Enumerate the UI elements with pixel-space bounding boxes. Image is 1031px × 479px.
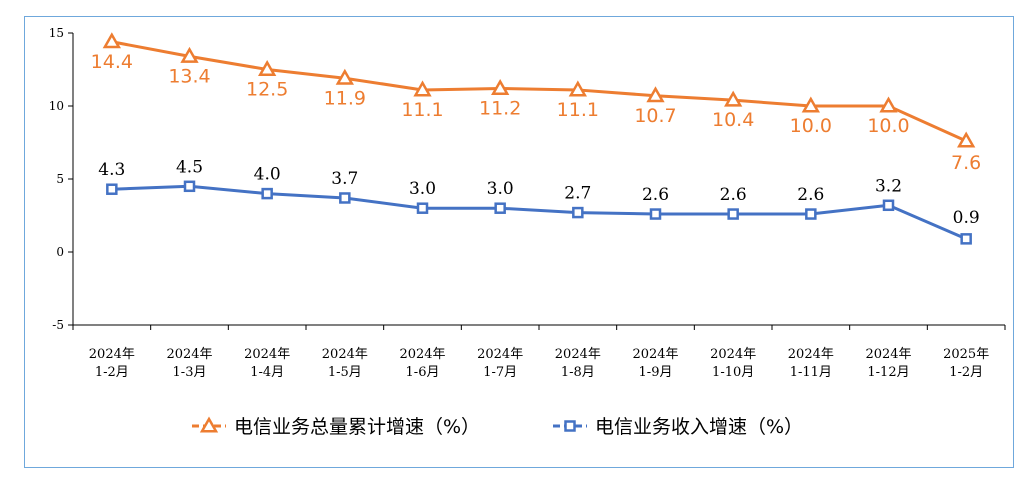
data-label: 4.3 <box>98 160 125 180</box>
x-tick-label: 2024年 1-11月 <box>788 347 834 380</box>
x-tick-label: 2024年 1-3月 <box>166 347 212 380</box>
square-marker <box>183 180 196 193</box>
y-tick-label: 15 <box>49 26 64 40</box>
data-label: 4.0 <box>254 165 281 185</box>
legend-item-telecom-revenue: 电信业务收入增速（%） <box>553 416 803 438</box>
legend-label: 电信业务总量累计增速（%） <box>234 416 480 438</box>
x-tick-label: 2024年 1-9月 <box>632 347 678 380</box>
data-label: 7.6 <box>951 152 981 174</box>
triangle-marker <box>102 32 121 49</box>
data-label: 11.1 <box>557 99 599 121</box>
square-marker <box>106 183 118 195</box>
square-marker <box>494 202 506 214</box>
triangle-marker <box>724 90 743 107</box>
data-label: 11.1 <box>401 99 443 121</box>
y-tick-label: 0 <box>56 245 64 259</box>
data-label: 3.0 <box>487 179 514 199</box>
data-label: 2.6 <box>720 185 747 205</box>
data-label: 10.4 <box>712 109 754 131</box>
series-line <box>111 40 967 143</box>
data-label: 13.4 <box>168 65 210 87</box>
data-label: 11.2 <box>479 97 521 119</box>
data-label: 10.0 <box>867 115 909 137</box>
data-label: 3.2 <box>875 176 902 196</box>
x-tick-label: 2024年 1-8月 <box>555 347 601 380</box>
square-marker <box>564 420 576 432</box>
data-label: 2.6 <box>642 185 669 205</box>
triangle-marker <box>335 68 354 85</box>
x-tick-label: 2024年 1-7月 <box>477 347 523 380</box>
square-marker <box>416 202 429 214</box>
triangle-marker <box>258 59 277 76</box>
triangle-marker <box>957 131 976 148</box>
legend-label: 电信业务收入增速（%） <box>595 416 803 438</box>
square-marker <box>261 187 273 200</box>
data-label: 0.9 <box>953 208 980 228</box>
square-marker <box>882 199 895 212</box>
data-label: 2.7 <box>564 184 591 204</box>
x-tick-label: 2024年 1-2月 <box>89 347 135 380</box>
triangle-marker <box>180 46 199 63</box>
y-tick-label: -5 <box>52 318 64 332</box>
data-label: 2.6 <box>797 185 824 205</box>
data-label: 10.7 <box>634 105 676 127</box>
series-line <box>111 184 967 241</box>
data-label: 10.0 <box>790 115 832 137</box>
data-label: 12.5 <box>246 79 288 101</box>
chart-frame <box>24 16 1014 468</box>
square-marker <box>649 208 662 220</box>
y-tick-label: 10 <box>49 99 64 113</box>
data-label: 11.9 <box>324 87 366 109</box>
triangle-marker <box>491 78 510 95</box>
x-tick-label: 2025年 1-2月 <box>943 347 989 380</box>
triangle-marker <box>879 96 898 113</box>
triangle-marker <box>801 96 820 113</box>
data-label: 14.4 <box>91 51 133 73</box>
triangle-marker <box>568 80 587 97</box>
triangle-marker <box>646 86 665 103</box>
data-label: 4.5 <box>176 157 203 177</box>
triangle-marker <box>413 80 432 97</box>
data-label: 3.7 <box>331 169 358 189</box>
y-tick-label: 5 <box>56 172 64 186</box>
x-tick-label: 2024年 1-12月 <box>865 347 911 380</box>
square-marker <box>727 208 739 220</box>
square-marker <box>960 233 972 245</box>
square-marker <box>805 208 817 220</box>
legend-item-telecom-volume: 电信业务总量累计增速（%） <box>192 416 480 438</box>
data-label: 3.0 <box>409 179 436 199</box>
series-telecom-revenue: 4.3 4.5 4.0 3.7 3.0 3.0 2.7 2.6 2.6 2.6 3.2 0.9 <box>98 157 980 245</box>
series-telecom-volume: 14.4 13.4 12.5 11.9 11.1 11.2 11.1 10.7 10.4 10.0… <box>91 32 981 174</box>
x-tick-label: 2024年 1-4月 <box>244 347 290 380</box>
x-tick-label: 2024年 1-6月 <box>399 347 445 380</box>
square-marker <box>339 192 351 204</box>
triangle-marker <box>199 416 219 433</box>
square-marker <box>572 206 584 219</box>
x-tick-label: 2024年 1-10月 <box>710 347 756 380</box>
x-tick-label: 2024年 1-5月 <box>322 347 368 380</box>
